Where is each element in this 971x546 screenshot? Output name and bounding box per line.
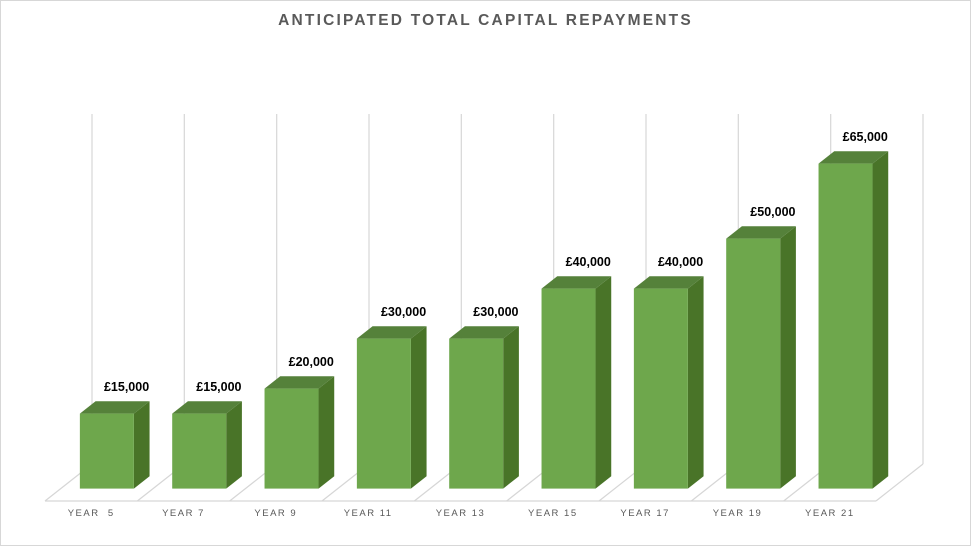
bar-side-face	[780, 226, 796, 489]
data-label: £40,000	[566, 255, 611, 269]
bar-top-face	[726, 226, 796, 239]
data-label: £15,000	[104, 380, 149, 394]
data-label: £40,000	[658, 255, 703, 269]
data-label: £30,000	[473, 305, 518, 319]
bar-front-face	[633, 288, 688, 489]
bar-top-face	[449, 326, 519, 339]
bar-top-face	[79, 401, 150, 414]
data-label: £50,000	[750, 205, 795, 219]
bar-side-face	[595, 276, 612, 489]
bar-side-face	[133, 401, 150, 489]
bar-front-face	[726, 238, 781, 489]
bar-side-face	[872, 151, 889, 489]
category-axis-label: YEAR 21	[805, 508, 855, 519]
category-axis-label: YEAR 17	[620, 508, 670, 519]
bar-side-face	[226, 401, 242, 489]
bar-side-face	[410, 326, 427, 489]
bar-top-face	[541, 276, 612, 289]
bar-front-face	[356, 338, 411, 489]
category-axis-label: YEAR 13	[436, 508, 486, 519]
category-axis-label: YEAR 15	[528, 508, 578, 519]
category-axis-label: YEAR 9	[254, 508, 297, 519]
bar-top-face	[633, 276, 704, 289]
data-label: £15,000	[196, 380, 241, 394]
floor-depth-line	[875, 463, 924, 502]
bar-side-face	[318, 376, 335, 489]
bar-top-face	[818, 151, 889, 164]
bar-front-face	[172, 413, 227, 489]
data-label: £30,000	[381, 305, 426, 319]
category-axis-label: YEAR 11	[344, 508, 393, 519]
category-axis-label: YEAR 5	[68, 508, 115, 519]
bar-front-face	[818, 163, 873, 489]
bar-side-face	[687, 276, 704, 489]
bar-side-face	[503, 326, 519, 489]
chart-title: ANTICIPATED TOTAL CAPITAL REPAYMENTS	[278, 12, 693, 29]
data-label: £65,000	[843, 130, 888, 144]
bar-front-face	[264, 388, 319, 489]
bar-front-face	[79, 413, 134, 489]
bar-top-face	[356, 326, 427, 339]
bar-front-face	[541, 288, 596, 489]
category-axis-label: YEAR 19	[713, 508, 763, 519]
category-axis-label: YEAR 7	[162, 508, 205, 519]
bar-top-face	[264, 376, 335, 389]
bar-front-face	[449, 338, 504, 489]
data-label: £20,000	[289, 355, 334, 369]
bar-top-face	[172, 401, 242, 414]
